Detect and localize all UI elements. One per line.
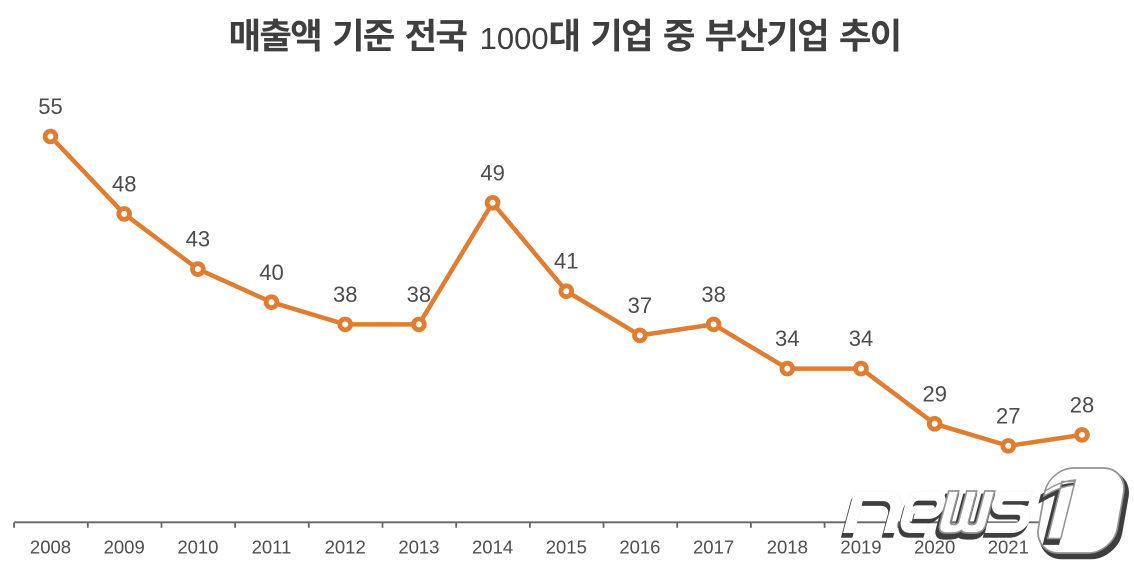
svg-text:48: 48 — [112, 171, 136, 196]
svg-text:2018: 2018 — [767, 537, 808, 558]
svg-text:2015: 2015 — [546, 537, 587, 558]
svg-text:2019: 2019 — [840, 537, 881, 558]
svg-text:2010: 2010 — [177, 537, 218, 558]
svg-text:2020: 2020 — [914, 537, 955, 558]
svg-text:41: 41 — [554, 249, 578, 274]
svg-text:43: 43 — [186, 227, 210, 252]
svg-text:2013: 2013 — [398, 537, 439, 558]
svg-text:1000: 1000 — [480, 21, 549, 56]
svg-text:38: 38 — [407, 282, 431, 307]
svg-text:40: 40 — [259, 260, 283, 285]
svg-text:2014: 2014 — [472, 537, 513, 558]
svg-text:29: 29 — [922, 381, 946, 406]
svg-text:2021: 2021 — [988, 537, 1029, 558]
svg-text:2016: 2016 — [619, 537, 660, 558]
svg-text:55: 55 — [38, 94, 62, 119]
svg-text:34: 34 — [775, 326, 799, 351]
svg-text:28: 28 — [1070, 392, 1094, 417]
svg-text:2012: 2012 — [325, 537, 366, 558]
svg-text:38: 38 — [701, 282, 725, 307]
svg-text:2011: 2011 — [252, 537, 292, 558]
svg-text:27: 27 — [996, 403, 1020, 428]
svg-text:2009: 2009 — [104, 537, 145, 558]
svg-text:34: 34 — [849, 326, 873, 351]
svg-text:38: 38 — [333, 282, 357, 307]
svg-text:49: 49 — [480, 160, 504, 185]
svg-text:37: 37 — [628, 293, 652, 318]
svg-text:2017: 2017 — [693, 537, 734, 558]
svg-text:2008: 2008 — [30, 537, 71, 558]
